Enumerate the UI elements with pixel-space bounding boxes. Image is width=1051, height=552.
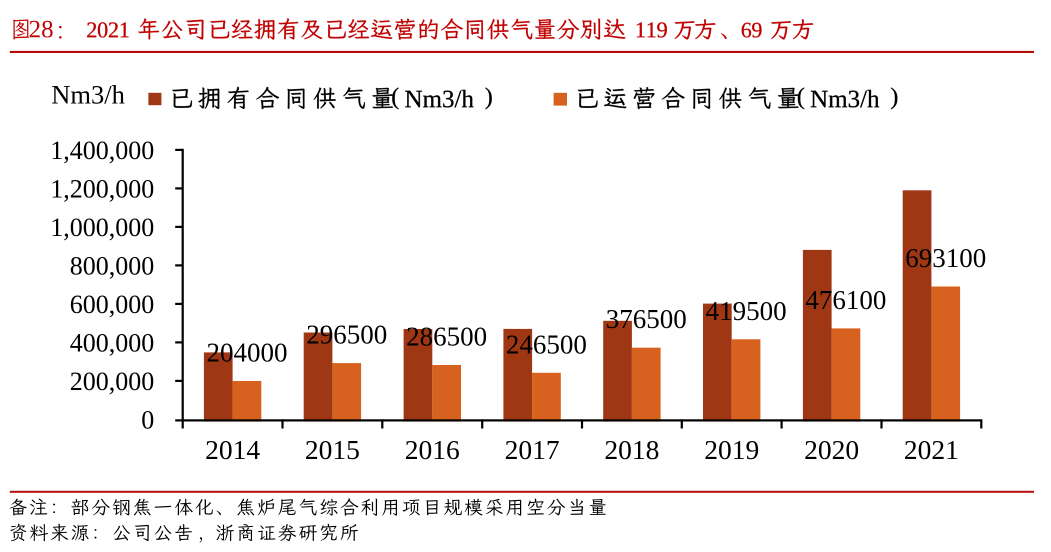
svg-text:246500: 246500	[506, 329, 587, 359]
svg-text:Nm3/h: Nm3/h	[51, 80, 125, 110]
svg-text:476100: 476100	[805, 285, 886, 315]
svg-text:2020: 2020	[804, 434, 859, 465]
svg-text:800,000: 800,000	[70, 252, 155, 281]
svg-text:296500: 296500	[306, 320, 387, 350]
svg-text:0: 0	[141, 406, 154, 435]
svg-text:2018: 2018	[604, 434, 659, 465]
svg-text:376500: 376500	[606, 304, 687, 334]
svg-text:419500: 419500	[706, 296, 787, 326]
svg-text:400,000: 400,000	[70, 329, 155, 358]
svg-text:600,000: 600,000	[70, 290, 155, 319]
svg-text:2021: 2021	[904, 434, 959, 465]
svg-text:2016: 2016	[405, 434, 460, 465]
svg-text:1,400,000: 1,400,000	[50, 136, 154, 165]
svg-text:693100: 693100	[905, 243, 986, 273]
svg-text:286500: 286500	[406, 322, 487, 352]
svg-text:1,000,000: 1,000,000	[50, 213, 154, 242]
svg-text:200,000: 200,000	[70, 367, 155, 396]
svg-text:2014: 2014	[205, 434, 260, 465]
svg-text:1,200,000: 1,200,000	[50, 175, 154, 204]
svg-text:204000: 204000	[207, 338, 288, 368]
svg-text:2019: 2019	[704, 434, 759, 465]
svg-text:2015: 2015	[305, 434, 360, 465]
svg-text:2017: 2017	[505, 434, 560, 465]
